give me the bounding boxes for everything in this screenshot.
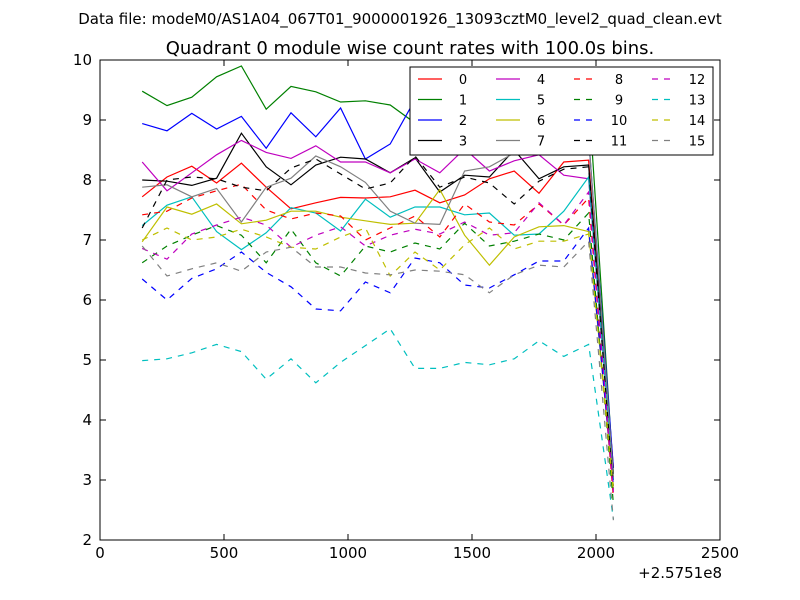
chart-suptitle: Data file: modeM0/AS1A04_067T01_90000019… xyxy=(78,10,722,29)
x-tick-label: 500 xyxy=(210,544,239,562)
y-tick-label: 2 xyxy=(82,531,92,549)
x-tick-label: 1500 xyxy=(453,544,491,562)
y-tick-label: 3 xyxy=(82,471,92,489)
legend-label-3: 3 xyxy=(459,135,467,150)
y-tick-label: 8 xyxy=(82,171,92,189)
series-line-5 xyxy=(141,175,614,481)
series-line-14 xyxy=(141,227,614,493)
legend-label-0: 0 xyxy=(459,73,467,88)
series-line-11 xyxy=(141,155,614,493)
series-line-7 xyxy=(142,132,614,478)
series-line-15 xyxy=(141,239,614,521)
legend-label-4: 4 xyxy=(537,73,545,88)
x-tick-label: 2500 xyxy=(701,544,739,562)
series-line-6 xyxy=(141,188,614,487)
legend-label-13: 13 xyxy=(689,94,706,109)
y-tick-label: 10 xyxy=(73,51,92,69)
legend-label-6: 6 xyxy=(537,114,545,129)
series-line-13 xyxy=(142,327,614,520)
x-tick-label: 0 xyxy=(95,544,105,562)
series-line-4 xyxy=(141,139,614,481)
series-group xyxy=(141,65,614,521)
series-line-8 xyxy=(142,183,614,499)
legend-label-8: 8 xyxy=(615,73,623,88)
series-line-10 xyxy=(141,226,614,487)
legend-label-2: 2 xyxy=(459,114,467,129)
series-line-3 xyxy=(142,132,614,475)
x-tick-label: 2000 xyxy=(577,544,615,562)
legend-label-7: 7 xyxy=(537,135,545,150)
x-offset-label: +2.5751e8 xyxy=(638,564,722,582)
legend-label-11: 11 xyxy=(611,135,628,150)
chart-title: Quadrant 0 module wise count rates with … xyxy=(166,38,655,59)
y-tick-label: 5 xyxy=(82,351,92,369)
legend-label-5: 5 xyxy=(537,94,545,109)
legend-label-14: 14 xyxy=(689,114,706,129)
legend-label-10: 10 xyxy=(611,114,628,129)
y-tick-label: 9 xyxy=(82,111,92,129)
legend-label-9: 9 xyxy=(615,94,623,109)
legend-label-15: 15 xyxy=(689,135,706,150)
legend-label-1: 1 xyxy=(459,94,467,109)
series-line-12 xyxy=(141,190,614,493)
y-tick-label: 7 xyxy=(82,231,92,249)
y-tick-label: 4 xyxy=(82,411,92,429)
y-tick-label: 6 xyxy=(82,291,92,309)
x-tick-label: 1000 xyxy=(329,544,367,562)
series-line-9 xyxy=(141,211,614,505)
legend-label-12: 12 xyxy=(689,73,706,88)
legend xyxy=(409,66,714,156)
